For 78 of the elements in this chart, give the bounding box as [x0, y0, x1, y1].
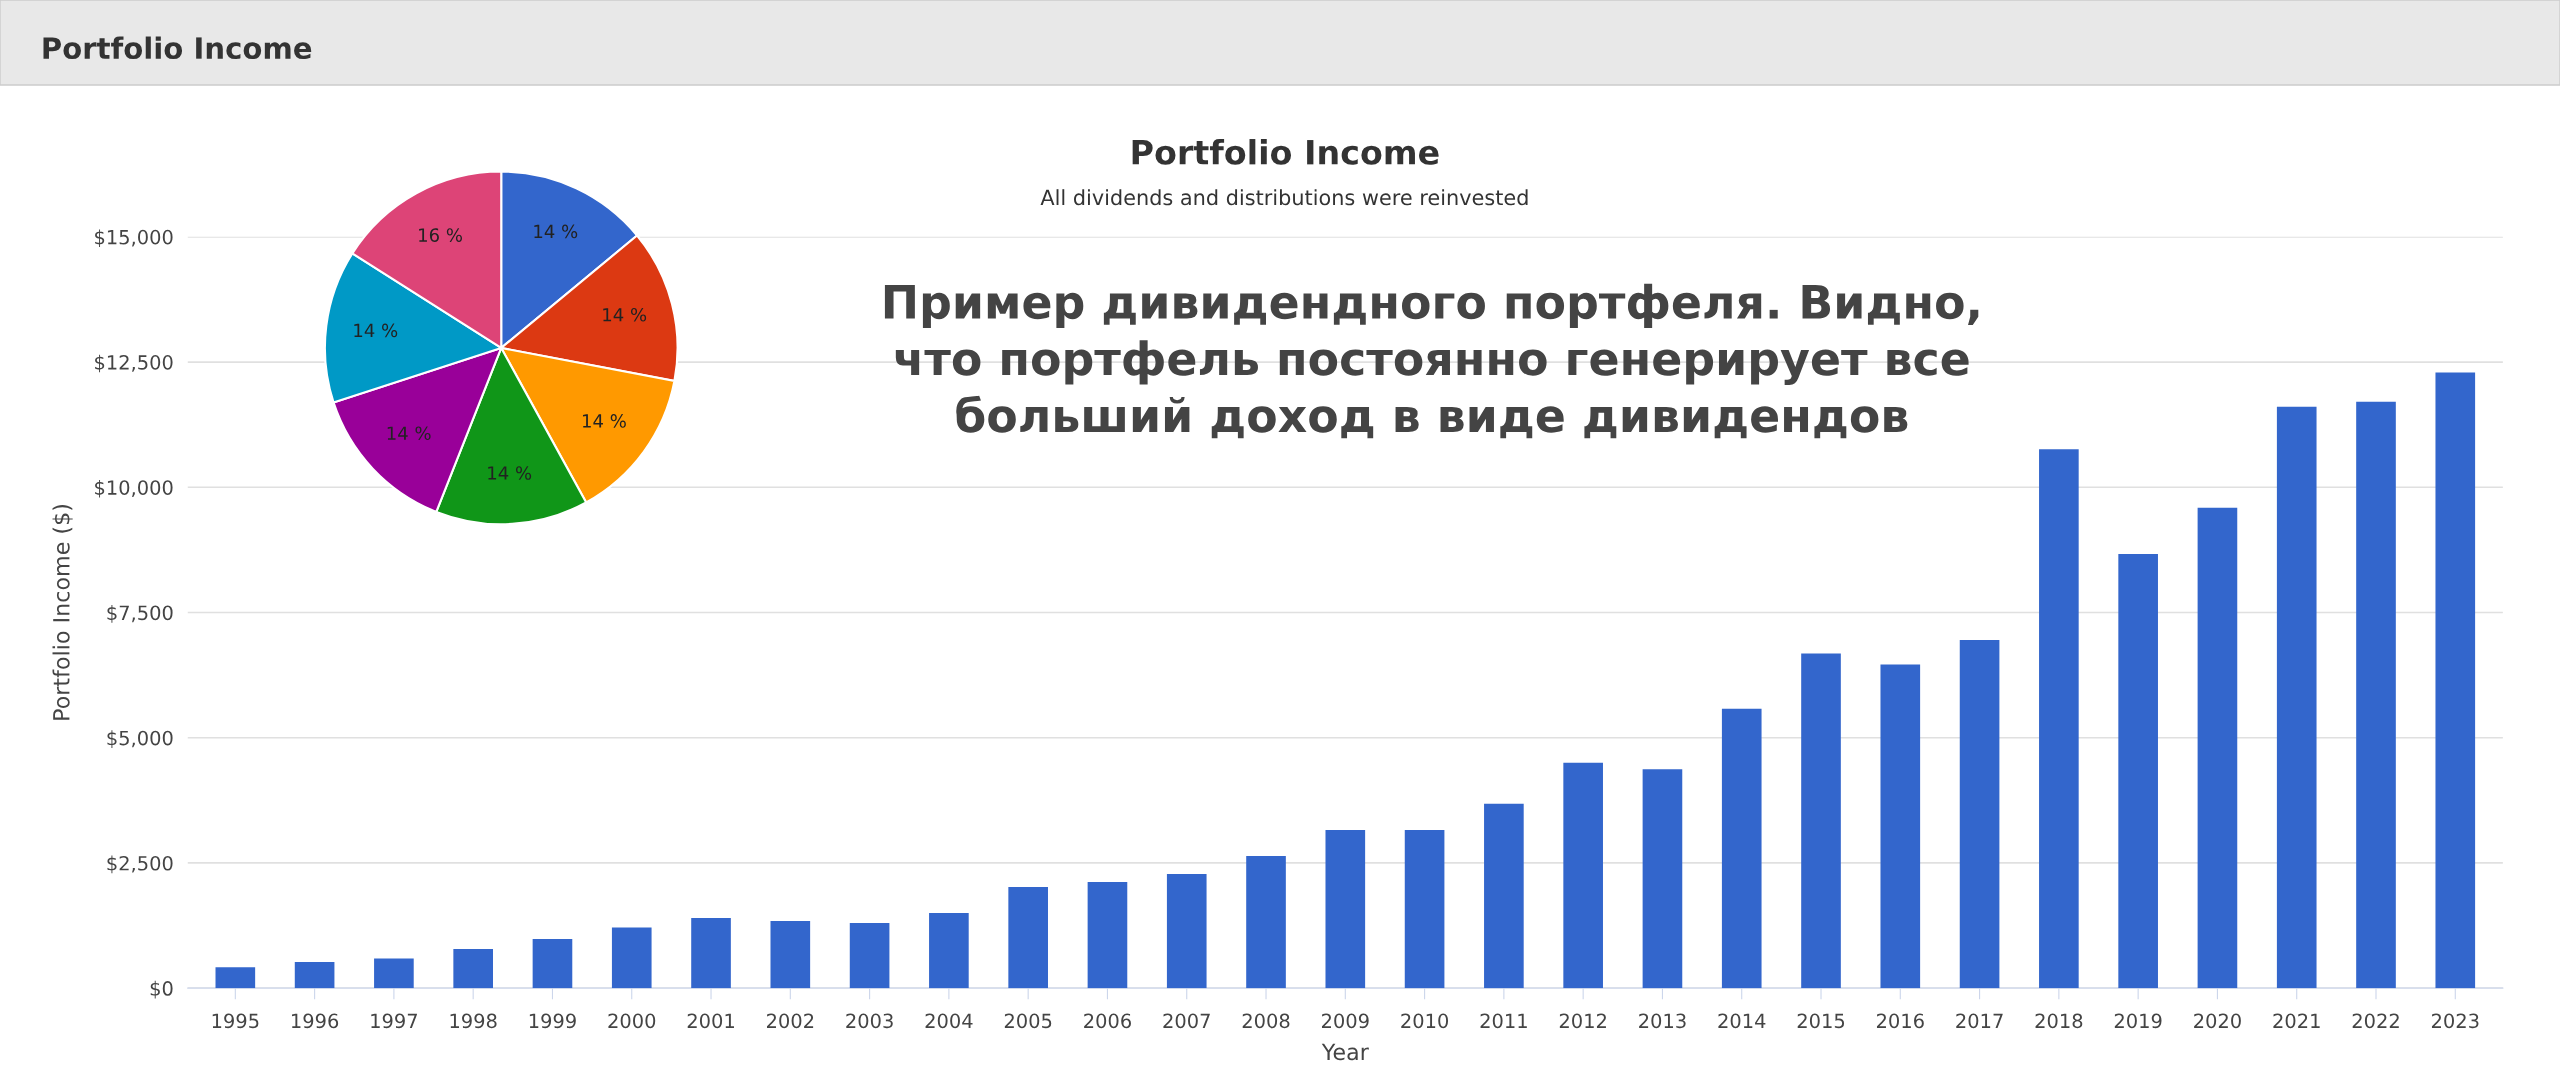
x-tick-label: 2003: [846, 1013, 893, 1029]
x-tick-label: 2018: [2035, 1013, 2083, 1029]
x-tick-label: 1996: [292, 1013, 339, 1029]
bar: [1087, 881, 1128, 989]
x-tick-label: 2004: [925, 1013, 973, 1029]
bar: [1880, 664, 1921, 989]
x-tick-label: 2001: [687, 1013, 734, 1029]
bar: [2197, 507, 2238, 989]
bar: [294, 962, 335, 989]
bar: [1484, 803, 1524, 989]
x-tick-label: 2021: [2273, 1013, 2320, 1029]
bar: [1642, 769, 1683, 989]
data-label: 14 %: [354, 323, 398, 338]
bar: [1325, 829, 1366, 989]
bar: [1404, 829, 1445, 989]
x-tick-label: 2015: [1797, 1013, 1845, 1029]
data-label: 14 %: [387, 426, 431, 441]
data-label: 14 %: [534, 224, 578, 239]
bar: [849, 923, 890, 989]
x-tick-label: 2010: [1401, 1013, 1449, 1029]
bar: [374, 958, 414, 989]
data-label: 16 %: [419, 228, 462, 242]
x-tick-label: 2013: [1639, 1013, 1686, 1029]
bar: [1166, 873, 1207, 989]
bar: [1801, 653, 1841, 989]
y-tick-label: $2,500: [107, 855, 173, 874]
y-tick-label: $12,500: [95, 354, 173, 373]
bar: [215, 967, 256, 989]
bar: [2276, 406, 2317, 989]
annotation: Пример дивидендного портфеля. Видно, что портфель постоянно генерирует все больший доход в виде дивидендов: [884, 283, 1979, 439]
chart-subtitle: All dividends and distributions were reinvested: [1040, 189, 1528, 206]
x-tick-label: 2008: [1242, 1013, 1290, 1029]
chart-title: Portfolio Income: [1132, 139, 1439, 165]
x-tick-label: 1999: [529, 1013, 576, 1029]
x-tick-label: 2017: [1956, 1013, 2003, 1029]
x-tick-label: 1998: [450, 1013, 497, 1029]
y-tick-label: $0: [150, 980, 173, 999]
data-label: 14 %: [488, 466, 532, 480]
y-tick-label: $7,500: [107, 605, 173, 623]
bar: [532, 939, 573, 989]
bar: [691, 918, 731, 989]
x-tick-label: 1997: [371, 1013, 417, 1029]
x-tick-label: 2022: [2352, 1013, 2399, 1029]
y-tick-label: $5,000: [107, 730, 173, 748]
data-label: 14 %: [603, 307, 647, 322]
bar: [2118, 553, 2158, 989]
bar: [1246, 855, 1286, 989]
x-tick-label: 2014: [1718, 1013, 1766, 1029]
x-tick-label: 2012: [1559, 1013, 1606, 1029]
x-tick-label: 2006: [1084, 1013, 1131, 1029]
data-label: 14 %: [582, 414, 626, 428]
bar: [453, 949, 493, 989]
bar: [1721, 708, 1762, 989]
x-tick-label: 1995: [212, 1013, 259, 1029]
bar: [1959, 640, 2000, 989]
bar: [2356, 401, 2396, 989]
bar: [929, 913, 969, 989]
x-tick-label: 2009: [1321, 1013, 1369, 1029]
x-tick-label: 2019: [2114, 1013, 2162, 1029]
x-tick-label: 2000: [608, 1013, 656, 1029]
x-tick-label: 2002: [767, 1013, 814, 1029]
y-tick-label: $15,000: [95, 229, 173, 248]
x-axis-title: Year: [1321, 1043, 1369, 1061]
bar: [1563, 762, 1603, 989]
x-tick-label: 2020: [2194, 1013, 2241, 1029]
bar: [770, 921, 811, 989]
bar: [2435, 372, 2476, 989]
bar: [1008, 886, 1048, 989]
y-axis-title: Portfolio Income ($): [52, 505, 73, 720]
bar: [611, 927, 652, 989]
x-tick-label: 2016: [1876, 1013, 1924, 1029]
x-tick-label: 2011: [1480, 1013, 1527, 1029]
text: Portfolio Income: [43, 36, 312, 60]
x-tick-label: 2007: [1163, 1013, 1210, 1029]
x-tick-label: 2005: [1004, 1013, 1052, 1029]
y-tick-label: $10,000: [95, 479, 173, 498]
bar: [2039, 449, 2079, 989]
x-tick-label: 2023: [2431, 1013, 2479, 1029]
